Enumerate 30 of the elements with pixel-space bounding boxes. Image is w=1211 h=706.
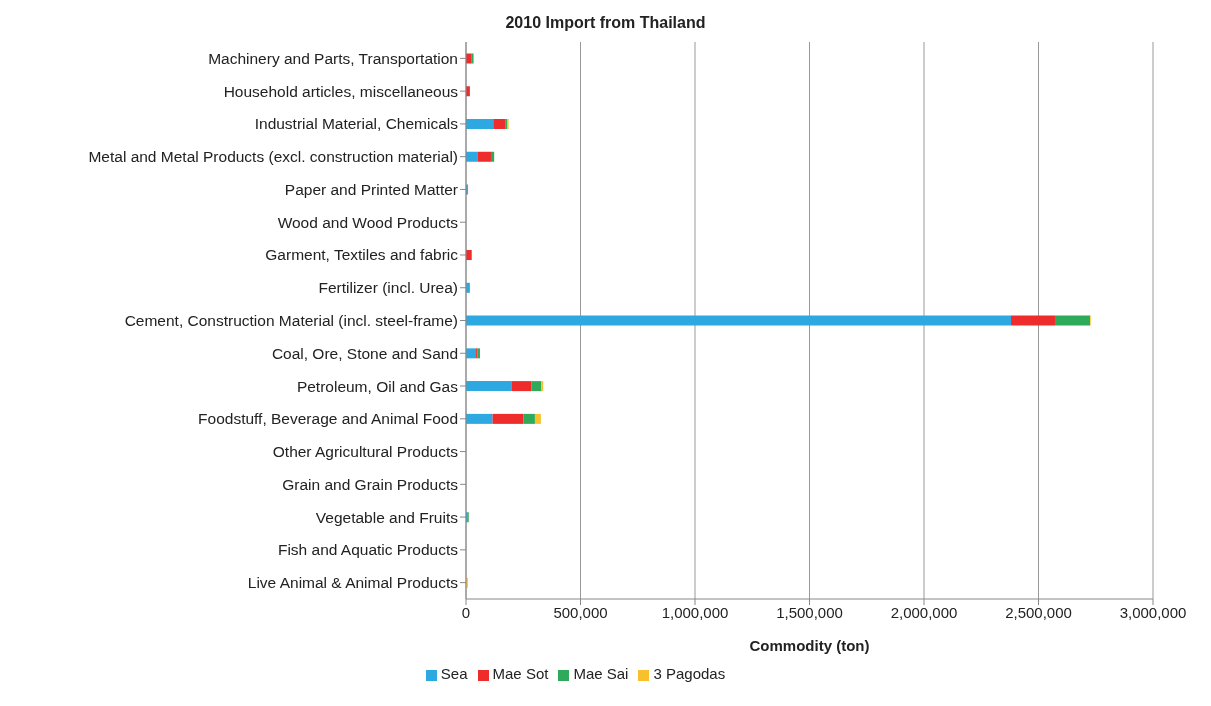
x-axis-title: Commodity (ton) <box>749 637 870 654</box>
y-tick-label: Foodstuff, Beverage and Animal Food <box>198 410 458 428</box>
x-tick-label: 2,500,000 <box>1005 603 1072 621</box>
y-tick-label: Wood and Wood Products <box>277 213 459 231</box>
y-tick-label: Metal and Metal Products (excl. construction material) <box>88 148 458 166</box>
legend-label: Mae Sot <box>492 665 549 682</box>
y-tick-label: Cement, Construction Material (incl. steel-frame) <box>124 312 458 329</box>
x-tick-label: 2,000,000 <box>890 603 958 621</box>
legend-label: Sea <box>440 665 468 682</box>
y-tick-label: Industrial Material, Chemicals <box>254 115 459 133</box>
y-tick-label: Coal, Ore, Stone and Sand <box>271 344 458 362</box>
y-tick-label: Paper and Printed Matter <box>284 180 458 198</box>
legend-label: Mae Sai <box>573 665 629 682</box>
x-tick-label: 3,000,000 <box>1119 603 1187 621</box>
y-tick-label: Garment, Textiles and fabric <box>265 246 459 264</box>
x-tick-label: 1,000,000 <box>661 603 729 621</box>
y-tick-label: Grain and Grain Products <box>282 475 459 493</box>
y-tick-label: Vegetable and Fruits <box>315 508 459 526</box>
y-tick-label: Fertilizer (incl. Urea) <box>318 279 458 297</box>
legend-label: 3 Pagodas <box>653 665 726 682</box>
y-tick-label: Household articles, miscellaneous <box>223 82 459 100</box>
y-tick-label: Petroleum, Oil and Gas <box>296 377 459 395</box>
y-tick-label: Live Animal & Animal Products <box>247 574 459 592</box>
x-tick-label: 1,500,000 <box>776 603 843 621</box>
y-tick-label: Other Agricultural Products <box>272 443 459 461</box>
x-tick-label: 0 <box>461 603 471 621</box>
chart-title: 2010 Import from Thailand <box>504 14 707 32</box>
y-tick-label: Machinery and Parts, Transportation <box>208 49 458 67</box>
x-tick-label: 500,000 <box>553 603 608 621</box>
y-tick-label: Fish and Aquatic Products <box>277 541 459 559</box>
